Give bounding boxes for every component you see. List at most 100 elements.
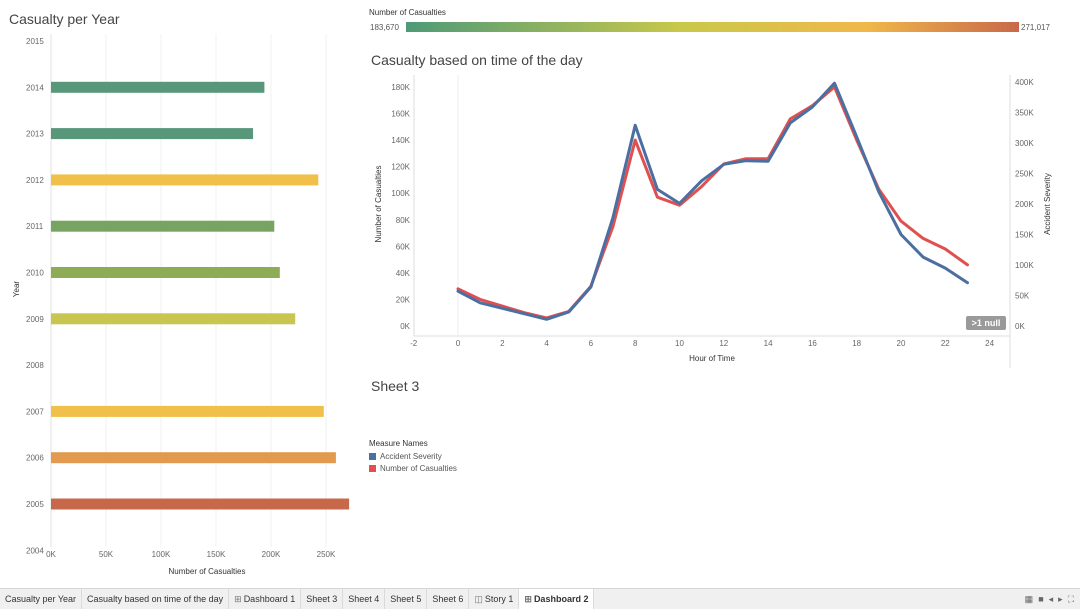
line-chart-series bbox=[456, 81, 969, 321]
year-label: 2014 bbox=[26, 83, 44, 92]
y-tick-label: 40K bbox=[396, 269, 411, 278]
tab-label: Dashboard 1 bbox=[243, 594, 296, 604]
right-chart-title: Casualty based on time of the day bbox=[371, 52, 583, 68]
y-tick-label: 160K bbox=[391, 110, 410, 119]
hour-tick-label: 10 bbox=[675, 339, 684, 348]
y2-tick-label: 150K bbox=[1015, 231, 1034, 240]
hour-tick-label: 12 bbox=[719, 339, 728, 348]
bar-2006[interactable] bbox=[51, 452, 336, 464]
y-tick-label: 60K bbox=[396, 242, 411, 251]
year-label: 2013 bbox=[26, 130, 44, 139]
left-chart-x-ticks: 0K 50K 100K 150K 200K 250K bbox=[46, 550, 336, 559]
scroll-right-icon[interactable]: ▸ bbox=[1058, 594, 1063, 604]
y-tick-label: 80K bbox=[396, 216, 411, 225]
bar-2005[interactable] bbox=[51, 498, 350, 510]
filmstrip-view-icon[interactable]: ■ bbox=[1038, 594, 1044, 604]
bar-2011[interactable] bbox=[51, 220, 275, 232]
tab-casualty-per-year[interactable]: Casualty per Year bbox=[0, 589, 83, 609]
y2-tick-label: 50K bbox=[1015, 292, 1030, 301]
tab-dashboard-1[interactable]: ⊞ Dashboard 1 bbox=[229, 589, 302, 609]
year-label: 2007 bbox=[26, 407, 44, 416]
x-tick-label: 250K bbox=[317, 550, 336, 559]
null-badge-text[interactable]: >1 null bbox=[972, 318, 1001, 328]
y-tick-label: 100K bbox=[391, 189, 410, 198]
hour-tick-label: 18 bbox=[852, 339, 861, 348]
null-badge-box[interactable] bbox=[966, 316, 1006, 330]
line-chart-frame bbox=[413, 75, 1011, 368]
scroll-left-icon[interactable]: ◂ bbox=[1048, 594, 1054, 604]
color-legend-bar bbox=[406, 22, 1019, 32]
x-tick-label: 100K bbox=[152, 550, 171, 559]
bar-2012[interactable] bbox=[51, 174, 319, 186]
hour-tick-label: 6 bbox=[589, 339, 594, 348]
tab-casualty-time-of-day[interactable]: Casualty based on time of the day bbox=[82, 589, 230, 609]
y2-tick-label: 300K bbox=[1015, 139, 1034, 148]
year-label: 2015 bbox=[26, 37, 44, 46]
sheet3-title: Sheet 3 bbox=[371, 378, 419, 394]
legend-swatch-accident-severity bbox=[369, 452, 376, 460]
bar-2013[interactable] bbox=[51, 128, 254, 140]
bar-2009[interactable] bbox=[51, 313, 296, 325]
tab-dashboard-2[interactable]: ⊞ Dashboard 2 bbox=[519, 589, 595, 609]
year-label: 2005 bbox=[26, 500, 44, 509]
left-y-axis-label: Year bbox=[12, 281, 21, 298]
line-x-axis-label: Hour of Time bbox=[689, 354, 735, 363]
tab-story-1[interactable]: ◫ Story 1 bbox=[469, 589, 520, 609]
tab-sheet-6[interactable]: Sheet 6 bbox=[427, 589, 470, 609]
sheet-tab-bar: Casualty per Year Casualty based on time… bbox=[0, 588, 1080, 609]
y-tick-label: 0K bbox=[400, 322, 410, 331]
year-label: 2008 bbox=[26, 361, 44, 370]
left-chart-year-labels: 2015 2014 2013 2012 2011 2010 2009 2008 2007 2006… bbox=[26, 37, 44, 555]
fullscreen-icon[interactable]: ⛶ bbox=[1067, 594, 1074, 604]
color-legend-title: Number of Casualties bbox=[369, 8, 446, 17]
hour-tick-label: 0 bbox=[456, 339, 461, 348]
year-label: 2009 bbox=[26, 315, 44, 324]
y-tick-label: 120K bbox=[391, 163, 410, 172]
bar-2014[interactable] bbox=[51, 81, 265, 93]
series-line-accident-severity[interactable] bbox=[456, 81, 969, 321]
y2-tick-label: 0K bbox=[1015, 322, 1025, 331]
tab-sheet-5[interactable]: Sheet 5 bbox=[385, 589, 428, 609]
bar-2007[interactable] bbox=[51, 405, 324, 417]
x-tick-label: 50K bbox=[99, 550, 114, 559]
y-tick-label: 20K bbox=[396, 295, 411, 304]
legend-item-accident-severity[interactable]: Accident Severity bbox=[369, 450, 457, 462]
color-legend-max: 271,017 bbox=[1021, 23, 1050, 32]
hour-tick-label: 20 bbox=[897, 339, 906, 348]
tab-label: Story 1 bbox=[484, 594, 514, 604]
year-label: 2010 bbox=[26, 269, 44, 278]
y2-tick-label: 250K bbox=[1015, 170, 1034, 179]
x-tick-label: 0K bbox=[46, 550, 56, 559]
y2-tick-label: 400K bbox=[1015, 78, 1034, 87]
line-chart-right-ticks: 0K 50K 100K 150K 200K 250K 300K 350K 400K bbox=[1015, 78, 1034, 331]
tab-sheet-3[interactable]: Sheet 3 bbox=[301, 589, 344, 609]
tab-sheet-4[interactable]: Sheet 4 bbox=[343, 589, 386, 609]
story-icon: ◫ bbox=[474, 594, 483, 604]
dashboard-canvas: Casualty per Year Casualty based on time… bbox=[9, 8, 1052, 576]
line-chart-x-ticks: -2 0 2 4 6 8 10 12 14 16 18 20 22 24 bbox=[410, 339, 994, 348]
x-tick-label: 200K bbox=[262, 550, 281, 559]
y-tick-label: 180K bbox=[391, 83, 410, 92]
hour-tick-label: 16 bbox=[808, 339, 817, 348]
legend-item-number-of-casualties[interactable]: Number of Casualties bbox=[369, 462, 457, 474]
tab-label: Dashboard 2 bbox=[533, 594, 589, 604]
color-legend-min: 183,670 bbox=[370, 23, 399, 32]
bar-2010[interactable] bbox=[51, 267, 280, 278]
measure-names-legend: Measure Names Accident Severity Number o… bbox=[369, 439, 457, 474]
left-chart-title: Casualty per Year bbox=[9, 11, 120, 27]
left-chart-grid bbox=[50, 34, 327, 547]
measure-legend-title: Measure Names bbox=[369, 439, 428, 448]
line-chart-left-ticks: 0K 20K 40K 60K 80K 100K 120K 140K 160K 180K bbox=[391, 83, 410, 331]
tab-label: Sheet 3 bbox=[306, 594, 338, 604]
year-label: 2011 bbox=[26, 222, 44, 231]
y2-tick-label: 200K bbox=[1015, 200, 1034, 209]
year-label: 2004 bbox=[26, 546, 44, 555]
tab-label: Casualty per Year bbox=[5, 594, 77, 604]
grid-view-icon[interactable]: ▦ bbox=[1024, 594, 1034, 604]
year-label: 2006 bbox=[26, 454, 44, 463]
line-y-axis-label: Number of Casualties bbox=[374, 166, 383, 243]
series-line-number-of-casualties[interactable] bbox=[456, 85, 969, 320]
legend-label-accident-severity: Accident Severity bbox=[380, 451, 442, 461]
hour-tick-label: 8 bbox=[633, 339, 638, 348]
left-chart-bars bbox=[51, 81, 350, 510]
